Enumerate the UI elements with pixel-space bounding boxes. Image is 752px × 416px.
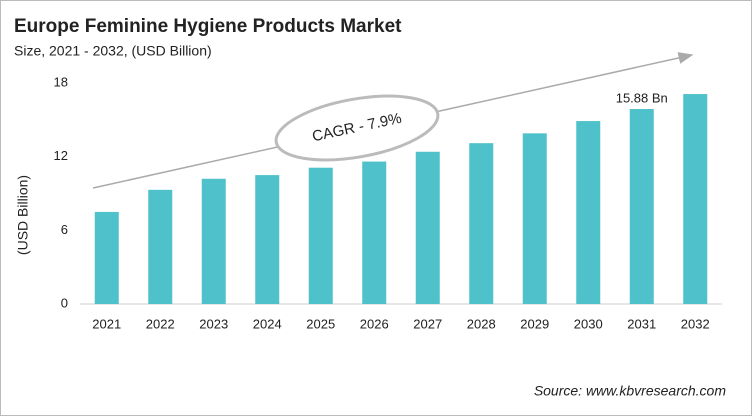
bar (362, 161, 387, 304)
x-tick-label: 2025 (306, 316, 335, 331)
x-tick-label: 2023 (199, 316, 228, 331)
bar (148, 189, 173, 304)
y-tick-label: 0 (61, 295, 68, 310)
bar (522, 133, 547, 304)
bar (415, 151, 440, 304)
bar (469, 143, 494, 304)
bar (201, 178, 226, 304)
x-tick-label: 2027 (413, 316, 442, 331)
x-tick-label: 2029 (520, 316, 549, 331)
x-tick-label: 2030 (574, 316, 603, 331)
bar (255, 175, 280, 304)
bar (308, 167, 333, 304)
x-tick-label: 2026 (360, 316, 389, 331)
x-tick-label: 2032 (681, 316, 710, 331)
x-tick-label: 2024 (253, 316, 282, 331)
value-label: 15.88 Bn (616, 90, 668, 105)
x-tick-label: 2022 (146, 316, 175, 331)
source: Source: www.kbvresearch.com (534, 383, 727, 399)
bar (629, 109, 654, 304)
x-tick-label: 2021 (92, 316, 121, 331)
y-tick-label: 18 (54, 74, 68, 89)
chart-title: Europe Feminine Hygiene Products Market (14, 16, 402, 37)
y-tick-label: 6 (61, 222, 68, 237)
cagr-ellipse (274, 94, 440, 162)
y-tick-label: 12 (54, 148, 68, 163)
bar (683, 94, 708, 304)
bar (576, 121, 601, 304)
bar (94, 211, 119, 304)
y-axis-label: (USD Billion) (15, 175, 31, 255)
x-tick-label: 2028 (467, 316, 496, 331)
x-tick-label: 2031 (627, 316, 656, 331)
chart-subtitle: Size, 2021 - 2032, (USD Billion) (14, 43, 212, 59)
